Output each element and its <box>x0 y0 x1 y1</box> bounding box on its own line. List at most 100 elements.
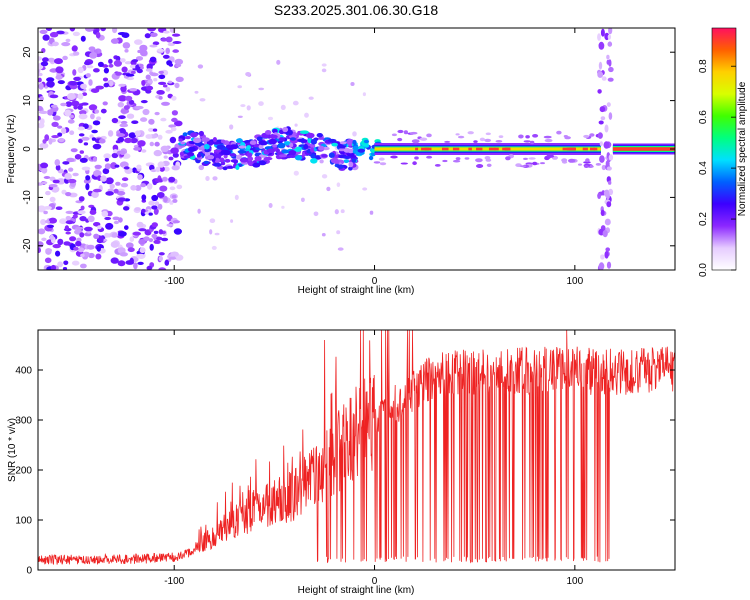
onset-blob <box>265 130 272 135</box>
noise-blob <box>65 101 73 107</box>
noise-blob <box>39 29 48 34</box>
stable-tone-peak <box>593 147 598 151</box>
noise-blob <box>163 195 168 203</box>
noise-blob <box>119 123 129 128</box>
noise-blob <box>85 175 91 181</box>
onset-blob <box>220 139 226 144</box>
noise-blob <box>124 95 133 101</box>
noise-blob <box>45 248 53 253</box>
noise-blob <box>65 215 72 221</box>
noise-blob <box>157 48 165 53</box>
tone-halo <box>530 140 535 145</box>
noise-blob <box>43 210 48 215</box>
sparse-blob <box>209 218 216 223</box>
noise-blob <box>149 56 157 63</box>
noise-blob <box>94 164 102 169</box>
tone-halo <box>473 140 478 143</box>
gap-blob <box>597 132 603 139</box>
noise-blob <box>108 58 113 64</box>
noise-blob <box>38 110 48 114</box>
noise-blob <box>51 135 60 139</box>
colorbar: 0.0 0.2 0.4 0.6 0.8 Normalized spectral ampl… <box>698 27 748 277</box>
noise-blob <box>145 134 153 139</box>
noise-blob <box>118 95 127 102</box>
noise-blob <box>131 120 139 124</box>
onset-blob <box>190 132 198 138</box>
noise-blob <box>124 137 133 144</box>
noise-blob <box>126 113 135 119</box>
noise-blob <box>49 196 56 203</box>
sparse-blob <box>321 68 327 73</box>
onset-blob <box>328 152 335 158</box>
noise-blob <box>49 31 59 38</box>
onset-blob <box>204 143 210 150</box>
noise-blob <box>165 36 173 43</box>
sparse-blob <box>336 230 341 235</box>
sparse-blob <box>246 105 251 111</box>
noise-blob <box>157 203 163 210</box>
tone-halo <box>595 163 602 166</box>
onset-blob <box>178 138 183 142</box>
tone-halo <box>390 155 398 159</box>
noise-blob <box>171 195 177 199</box>
tone-halo <box>485 132 491 136</box>
noise-blob <box>134 185 142 191</box>
noise-blob <box>111 232 118 238</box>
tone-halo <box>434 164 441 167</box>
noise-blob <box>136 164 142 169</box>
noise-blob <box>110 241 119 248</box>
onset-blob <box>239 158 249 163</box>
onset-blob <box>213 153 222 159</box>
tone-halo <box>518 134 524 139</box>
noise-blob <box>38 56 43 61</box>
noise-blob <box>92 157 98 162</box>
gap-blob <box>603 189 610 197</box>
noise-blob <box>128 132 137 139</box>
stable-tone-peak <box>468 147 472 151</box>
noise-blob <box>158 267 167 270</box>
tone-halo <box>544 138 553 143</box>
onset-blob <box>318 136 325 140</box>
gap-blob <box>608 59 612 67</box>
onset-blob <box>196 153 202 158</box>
noise-blob <box>128 99 135 105</box>
noise-blob <box>89 52 98 59</box>
noise-blob <box>123 206 130 211</box>
noise-blob <box>140 49 148 57</box>
noise-blob <box>118 115 126 120</box>
noise-blob <box>61 127 67 134</box>
noise-blob <box>153 230 159 234</box>
noise-blob <box>82 92 88 96</box>
snr-y-tick-label: 200 <box>15 466 32 477</box>
onset-blob <box>290 137 296 141</box>
sparse-blob <box>319 159 324 164</box>
noise-blob <box>155 166 161 173</box>
noise-blob <box>121 177 129 182</box>
spectrogram-y-label: Frequency (Hz) <box>6 115 17 184</box>
noise-blob <box>153 149 162 157</box>
noise-blob <box>134 39 143 45</box>
tone-halo <box>561 158 568 163</box>
noise-blob <box>42 57 49 63</box>
gap-blob <box>603 141 610 149</box>
noise-blob <box>39 96 44 102</box>
stable-tone-peak <box>502 147 507 151</box>
noise-blob <box>72 214 78 219</box>
noise-blob <box>167 80 173 84</box>
noise-blob <box>113 188 119 194</box>
noise-blob <box>160 38 168 42</box>
noise-blob <box>165 47 170 55</box>
onset-blob <box>256 136 263 142</box>
noise-blob <box>77 247 85 253</box>
noise-blob <box>98 235 104 243</box>
noise-blob <box>117 260 126 267</box>
onset-blob <box>246 156 254 162</box>
noise-blob <box>148 200 155 206</box>
noise-blob <box>175 63 182 68</box>
noise-blob <box>50 104 58 109</box>
onset-blob <box>201 137 210 143</box>
onset-blob <box>229 144 239 150</box>
noise-blob <box>93 170 102 177</box>
noise-blob <box>176 184 183 190</box>
snr-y-label: SNR (10 * v/v) <box>7 418 18 482</box>
